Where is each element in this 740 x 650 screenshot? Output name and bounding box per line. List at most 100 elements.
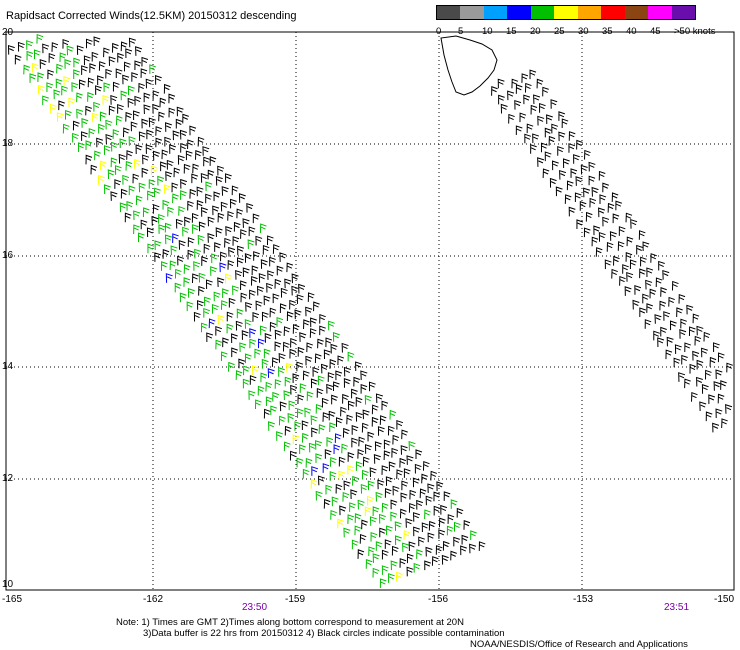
colorbar-swatch <box>648 6 672 19</box>
wind-barb <box>53 89 61 100</box>
wind-barb <box>213 291 221 302</box>
wind-barb <box>265 396 273 407</box>
wind-barb <box>269 307 277 318</box>
wind-barb <box>436 481 444 491</box>
wind-barb <box>217 277 225 288</box>
wind-barb <box>351 388 358 399</box>
wind-barb <box>36 33 44 44</box>
colorbar-swatch <box>530 6 555 19</box>
wind-barb <box>179 292 187 303</box>
wind-barb <box>267 270 275 280</box>
wind-barb <box>115 115 123 126</box>
wind-barb <box>536 78 544 89</box>
wind-barb <box>579 201 587 211</box>
lon-label-150: -150 <box>714 594 735 605</box>
wind-barb <box>351 539 359 550</box>
wind-barb <box>537 157 545 167</box>
wind-barb <box>548 135 556 146</box>
wind-barb <box>310 378 318 389</box>
wind-barb <box>362 456 370 467</box>
wind-barb <box>187 200 194 211</box>
wind-barb <box>93 36 101 47</box>
wind-barb <box>301 432 309 443</box>
wind-barb <box>352 475 359 486</box>
wind-barb <box>211 253 218 264</box>
wind-barb <box>222 337 229 348</box>
wind-barb <box>557 146 564 156</box>
wind-barb <box>660 287 667 297</box>
wind-barb <box>177 154 185 165</box>
wind-barb <box>318 424 326 434</box>
wind-barb <box>604 259 612 270</box>
note-line-2: 3)Data buffer is 22 hrs from 20150312 4)… <box>143 628 505 639</box>
wind-barb <box>68 97 76 108</box>
wind-barb <box>402 542 410 553</box>
wind-barb <box>90 164 98 175</box>
wind-barb <box>251 365 259 375</box>
wind-barb <box>105 133 113 144</box>
wind-barb <box>438 517 446 528</box>
wind-barb <box>154 252 162 262</box>
wind-barb <box>164 222 172 233</box>
wind-barb <box>154 240 162 250</box>
wind-barb <box>424 560 431 571</box>
wind-barb <box>63 76 71 86</box>
wind-barb <box>208 318 216 329</box>
wind-barb <box>96 137 104 148</box>
lat-label-20: 20 <box>2 27 14 38</box>
wind-barb <box>606 242 614 252</box>
wind-barb <box>214 242 221 252</box>
wind-barb <box>133 110 140 121</box>
wind-barb <box>400 492 408 503</box>
wind-barb <box>165 171 173 181</box>
wind-barb <box>89 63 96 73</box>
wind-barb <box>180 190 187 200</box>
wind-barb <box>249 328 257 338</box>
wind-barb <box>347 514 355 524</box>
wind-barb <box>619 275 626 286</box>
wind-barb <box>725 404 733 414</box>
wind-barb <box>56 63 63 74</box>
wind-barb <box>122 74 130 85</box>
wind-barb <box>174 282 182 293</box>
wind-barb <box>598 231 606 242</box>
wind-barb <box>320 363 329 374</box>
wind-barb <box>102 94 110 105</box>
wind-barb <box>346 414 353 425</box>
wind-barb <box>442 540 450 551</box>
wind-barb <box>371 416 379 427</box>
wind-barb <box>183 277 191 287</box>
wind-barb <box>39 59 47 69</box>
wind-barb <box>287 412 295 423</box>
wind-barb <box>342 427 350 438</box>
colorbar-swatches <box>436 5 696 20</box>
wind-barb <box>611 268 618 279</box>
wind-barb <box>200 173 208 183</box>
wind-barb <box>118 153 126 164</box>
wind-barb <box>650 253 657 263</box>
wind-barb <box>286 262 294 273</box>
wind-barb <box>138 232 145 243</box>
wind-barb <box>138 82 145 93</box>
wind-barb <box>85 38 93 49</box>
wind-barb <box>261 358 269 369</box>
wind-barb <box>124 61 131 72</box>
wind-barb <box>233 221 241 232</box>
wind-barb <box>141 167 149 178</box>
wind-barb <box>151 216 159 226</box>
wind-barb <box>128 185 136 196</box>
wind-barb <box>173 167 181 178</box>
wind-barb <box>678 293 686 304</box>
wind-barb <box>307 292 315 302</box>
wind-barb <box>511 78 519 89</box>
wind-barb <box>182 113 189 124</box>
wind-barb <box>438 529 446 539</box>
wind-barb <box>260 259 268 269</box>
wind-barb <box>248 226 256 237</box>
wind-barb <box>358 436 365 447</box>
wind-barb <box>253 251 260 261</box>
wind-barb <box>167 206 174 217</box>
wind-barb <box>107 169 115 180</box>
wind-barb <box>242 378 250 389</box>
